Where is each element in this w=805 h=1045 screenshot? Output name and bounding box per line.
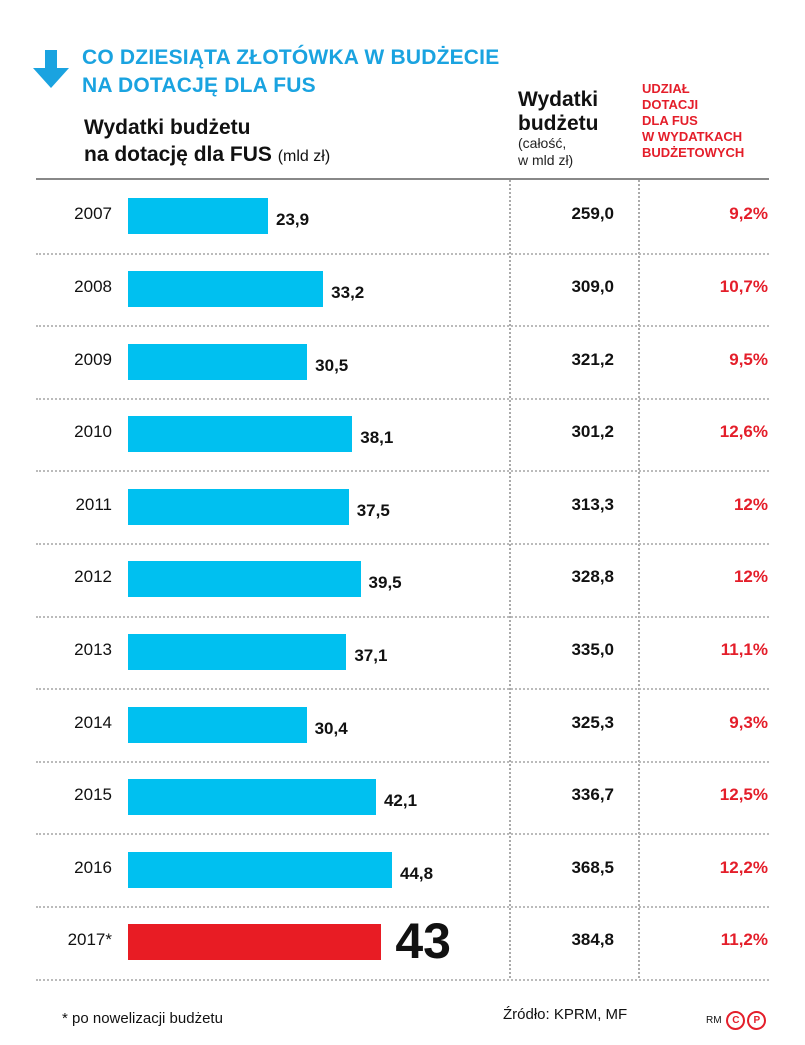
total-budget-value: 259,0 bbox=[571, 204, 614, 224]
year-label: 2008 bbox=[74, 276, 112, 296]
row-divider bbox=[36, 688, 769, 691]
year-label: 2007 bbox=[74, 204, 112, 224]
unit-label: (mld zł) bbox=[277, 148, 331, 165]
total-budget-value: 321,2 bbox=[571, 349, 614, 369]
source-label: Źródło: KPRM, MF bbox=[503, 1006, 628, 1023]
bar bbox=[128, 270, 324, 307]
row-divider bbox=[36, 543, 769, 545]
column-header-dotation: Wydatki budżetu bbox=[84, 116, 251, 139]
value-label: 30,4 bbox=[314, 718, 348, 738]
column-header-share-line5: BUDŻETOWYCH bbox=[642, 145, 745, 160]
total-budget-value: 301,2 bbox=[571, 422, 614, 442]
bar bbox=[128, 343, 308, 380]
share-percent-value: 12% bbox=[733, 567, 768, 587]
chart-title-line2: NA DOTACJĘ DLA FUS bbox=[82, 74, 316, 97]
row-divider bbox=[36, 325, 769, 328]
share-percent-value: 12% bbox=[733, 494, 768, 514]
column-header-total-unit: w mld zł) bbox=[518, 152, 574, 168]
share-percent-value: 12,2% bbox=[719, 857, 768, 877]
bar bbox=[128, 488, 349, 525]
column-header-total-note: (całość, bbox=[518, 135, 567, 151]
row-divider bbox=[36, 978, 769, 981]
total-budget-value: 335,0 bbox=[571, 639, 614, 659]
total-budget-value: 309,0 bbox=[571, 276, 614, 296]
value-label: 23,9 bbox=[276, 210, 310, 230]
share-percent-value: 12,6% bbox=[719, 422, 768, 442]
bar bbox=[128, 561, 361, 598]
chart-title-line1: CO DZIESIĄTA ZŁOTÓWKA W BUDŻECIE bbox=[82, 46, 500, 69]
share-percent-value: 10,7% bbox=[719, 276, 768, 296]
arrow-down-icon bbox=[33, 50, 69, 88]
row-divider bbox=[36, 615, 769, 618]
bar-highlight bbox=[128, 924, 382, 961]
value-label: 42,1 bbox=[383, 791, 418, 811]
row-divider bbox=[36, 470, 769, 473]
value-label: 44,8 bbox=[400, 863, 434, 883]
share-percent-value: 9,2% bbox=[729, 204, 768, 224]
total-budget-value: 368,5 bbox=[571, 857, 614, 877]
bar bbox=[128, 198, 268, 235]
value-label: 33,2 bbox=[331, 282, 365, 302]
total-budget-value: 328,8 bbox=[571, 567, 614, 587]
credit-initials: RM bbox=[706, 1015, 722, 1027]
year-label: 2011 bbox=[75, 494, 112, 514]
footnote: * po nowelizacji budżetu bbox=[62, 1010, 223, 1027]
bar bbox=[128, 851, 392, 888]
column-header-share-line2: DOTACJI bbox=[642, 97, 699, 112]
bar bbox=[128, 779, 376, 816]
column-divider bbox=[638, 180, 640, 978]
column-header-dotation-line2: na dotację dla FUS (mld zł) bbox=[84, 143, 330, 167]
bar bbox=[128, 416, 353, 453]
year-label: 2010 bbox=[74, 422, 112, 442]
share-percent-value: 9,3% bbox=[729, 712, 768, 732]
value-label: 38,1 bbox=[360, 428, 394, 448]
row-divider bbox=[36, 906, 769, 908]
year-label: 2015 bbox=[74, 785, 112, 805]
column-header-share-line1: UDZIAŁ bbox=[642, 81, 690, 96]
column-header-total-line2: budżetu bbox=[518, 112, 599, 135]
value-label: 30,5 bbox=[315, 355, 349, 375]
row-divider bbox=[36, 833, 769, 836]
share-percent-value: 12,5% bbox=[719, 785, 768, 805]
share-percent-value: 11,2% bbox=[720, 930, 768, 950]
year-label: 2013 bbox=[74, 639, 112, 659]
year-label: 2009 bbox=[74, 349, 112, 369]
bar bbox=[128, 633, 347, 670]
value-label: 37,5 bbox=[356, 500, 390, 520]
copyright-icon: C bbox=[726, 1011, 746, 1030]
value-label: 43 bbox=[395, 913, 451, 970]
total-budget-value: 336,7 bbox=[571, 785, 614, 805]
value-label: 37,1 bbox=[354, 645, 388, 665]
bar bbox=[128, 706, 307, 743]
row-divider bbox=[36, 760, 769, 763]
share-percent-value: 11,1% bbox=[720, 639, 768, 659]
total-budget-value: 325,3 bbox=[571, 712, 614, 732]
column-header-share-line3: DLA FUS bbox=[642, 113, 698, 128]
row-divider bbox=[36, 252, 769, 255]
header-rule bbox=[36, 178, 769, 180]
column-header-dotation-text: na dotację dla FUS bbox=[84, 143, 272, 166]
row-divider bbox=[36, 397, 769, 400]
column-header-total: Wydatki bbox=[518, 88, 599, 111]
total-budget-value: 384,8 bbox=[571, 930, 614, 950]
year-label: 2017* bbox=[67, 930, 112, 950]
share-percent-value: 9,5% bbox=[729, 349, 768, 369]
year-label: 2016 bbox=[74, 857, 112, 877]
value-label: 39,5 bbox=[368, 573, 402, 593]
column-header-share-line4: W WYDATKACH bbox=[642, 129, 743, 144]
phonogram-icon: P bbox=[747, 1011, 767, 1030]
column-divider bbox=[509, 180, 511, 978]
total-budget-value: 313,3 bbox=[571, 494, 614, 514]
year-label: 2012 bbox=[74, 567, 112, 587]
year-label: 2014 bbox=[74, 712, 112, 732]
